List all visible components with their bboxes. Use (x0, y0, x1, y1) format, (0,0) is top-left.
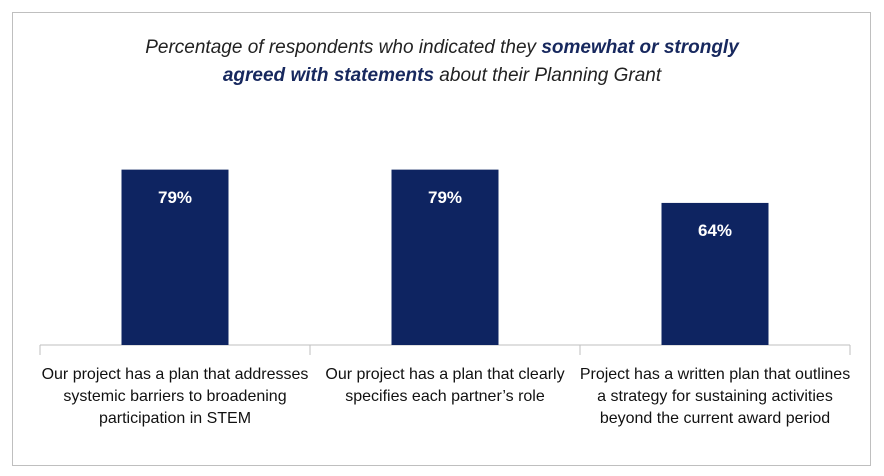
bar (661, 202, 769, 345)
frame (12, 12, 871, 466)
bar (121, 169, 229, 345)
value-label: 79% (427, 187, 463, 207)
title-text: about their Planning Grant (434, 65, 662, 86)
x-tick-label: Our project has a plan that addresses sy… (41, 366, 309, 427)
bar (391, 169, 499, 345)
x-tick-label: Our project has a plan that clearly spec… (325, 366, 565, 405)
title-text: Percentage of respondents who indicated … (145, 37, 542, 58)
x-tick-label: Project has a written plan that outlines… (579, 366, 851, 427)
title-emphasis: agreed with statements (222, 65, 435, 86)
title-emphasis: somewhat or strongly (541, 37, 739, 58)
chart-title: Percentage of respondents who indicated … (40, 34, 844, 90)
value-label: 79% (157, 187, 193, 207)
value-label: 64% (697, 220, 733, 240)
